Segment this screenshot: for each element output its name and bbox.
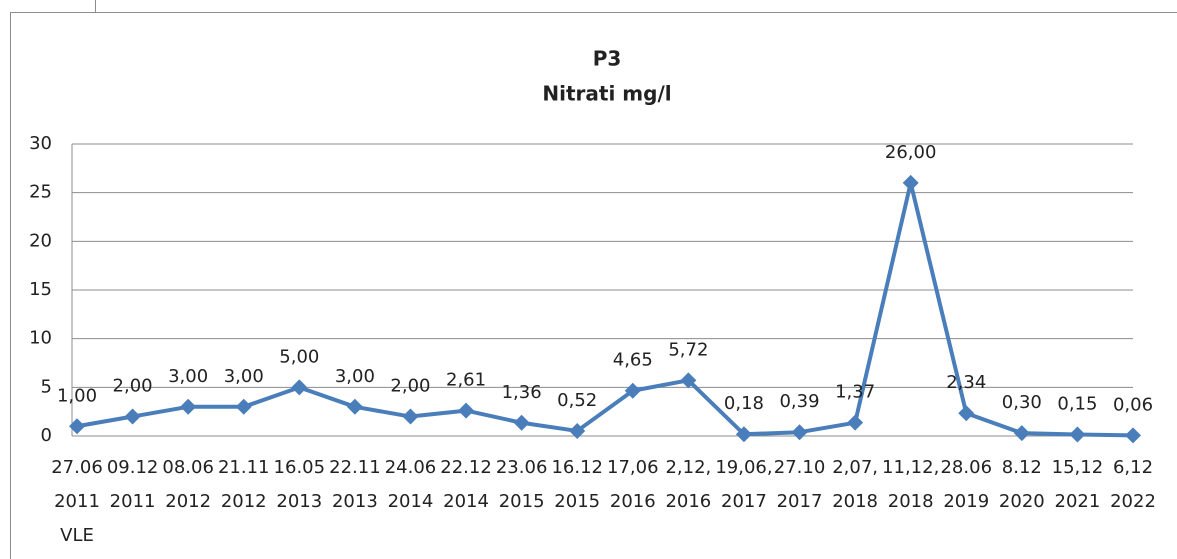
data-label: 2,00: [390, 376, 430, 397]
chart-frame: [10, 12, 1177, 559]
data-label: 3,00: [168, 366, 208, 387]
data-label: 2,34: [946, 372, 986, 393]
x-tick-label: 22.11 2013: [329, 457, 381, 512]
line: [76, 180, 1134, 438]
x-tick-label: 6,12 2022: [1110, 457, 1156, 512]
marker: [346, 398, 363, 415]
marker: [569, 422, 586, 439]
x-tick-label: 17,06 2016: [607, 457, 659, 512]
y-tick-label: 20: [29, 230, 52, 251]
data-label: 0,52: [557, 390, 597, 411]
y-tick-label: 10: [29, 328, 52, 349]
marker: [791, 424, 808, 441]
x-tick-label: 08.06 2012: [162, 457, 214, 512]
x-tick-label: 15,12 2021: [1052, 457, 1104, 512]
marker: [513, 414, 530, 431]
marker: [680, 372, 697, 389]
marker: [458, 402, 475, 419]
marker: [624, 382, 641, 399]
data-label: 1,37: [835, 382, 875, 403]
x-tick-label: 21.11 2012: [218, 457, 270, 512]
x-tick-label: 11,12, 2018: [882, 457, 939, 512]
data-label: 1,36: [502, 382, 542, 403]
data-label: 0,06: [1113, 394, 1153, 415]
y-tick-label: 30: [29, 133, 52, 154]
x-tick-label: 23.06 2015: [496, 457, 548, 512]
x-tick-label: 8.12 2020: [999, 457, 1045, 512]
data-label: 0,15: [1057, 394, 1097, 415]
marker: [1125, 427, 1141, 444]
marker: [235, 398, 252, 415]
marker: [180, 398, 197, 415]
x-tick-label: 19,06, 2017: [715, 457, 772, 512]
data-label: 4,65: [613, 350, 653, 371]
x-tick-label: 2,07, 2018: [832, 457, 878, 512]
marker: [1013, 425, 1030, 442]
chart-title: P3: [593, 47, 622, 71]
x-tick-label: 16.12 2015: [551, 457, 603, 512]
data-label: 3,00: [335, 366, 375, 387]
marker: [958, 405, 975, 422]
chart-subtitle: Nitrati mg/l: [542, 82, 671, 106]
marker: [735, 426, 752, 443]
y-tick-label: 25: [29, 182, 52, 203]
data-label: 1,00: [57, 385, 97, 406]
data-label: 3,00: [224, 366, 264, 387]
marker: [124, 408, 141, 425]
x-tick-label: 28.06 2019: [940, 457, 992, 512]
x-tick-label: 27.10 2017: [774, 457, 826, 512]
marker: [69, 418, 85, 435]
x-tick-label: 24.06 2014: [385, 457, 437, 512]
x-tick-label: 09.12 2011: [107, 457, 159, 512]
data-label: 26,00: [885, 142, 937, 163]
marker: [402, 408, 419, 425]
data-label: 5,00: [279, 346, 319, 367]
x-tick-label: 2,12, 2016: [665, 457, 711, 512]
marker: [1069, 426, 1086, 443]
marker: [291, 379, 308, 396]
x-tick-label: 22.12 2014: [440, 457, 492, 512]
data-label: 0,39: [779, 391, 819, 412]
marker: [902, 174, 919, 191]
y-tick-label: 5: [41, 376, 52, 397]
x-tick-label: 16.05 2013: [274, 457, 326, 512]
data-label: 2,61: [446, 370, 486, 391]
data-label: 0,30: [1002, 392, 1042, 413]
data-label: 0,18: [724, 393, 764, 414]
marker: [847, 414, 864, 431]
data-label: 5,72: [668, 339, 708, 360]
y-tick-label: 0: [41, 425, 52, 446]
data-label: 2,00: [113, 376, 153, 397]
x-tick-label: 27.06 2011 VLE: [51, 457, 103, 546]
y-tick-label: 15: [29, 279, 52, 300]
